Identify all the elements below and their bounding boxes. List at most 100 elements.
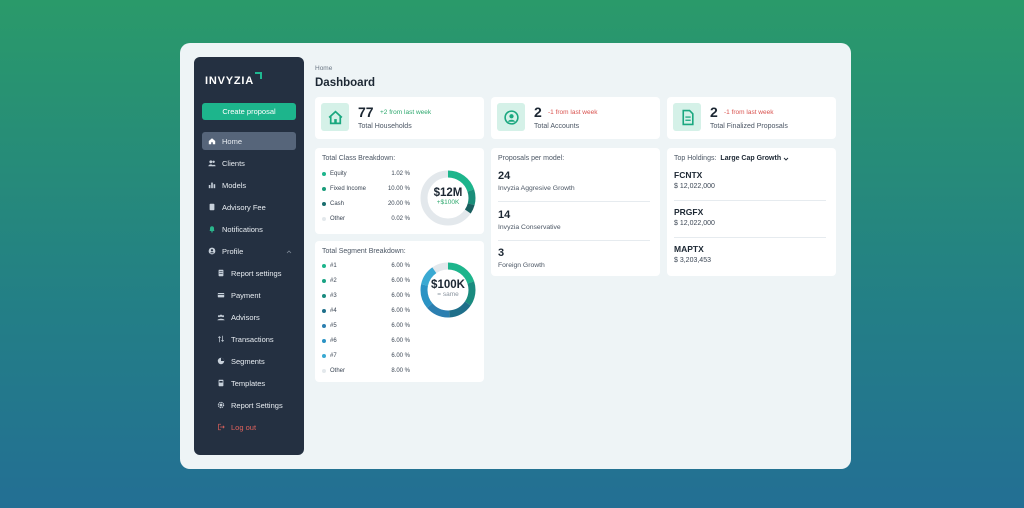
sidebar-item-notifications[interactable]: Notifications xyxy=(202,220,296,238)
template-icon xyxy=(216,379,226,387)
holding-value: $ 12,022,000 xyxy=(674,220,715,227)
section-title: Proposals per model: xyxy=(498,155,565,162)
legend-dot xyxy=(322,279,326,283)
sidebar-item-report-settings-2[interactable]: Report Settings xyxy=(202,396,296,414)
legend-dot xyxy=(322,172,326,176)
legend-label: #4 xyxy=(330,308,337,314)
proposal-item[interactable]: 24 Invyzia Aggresive Growth xyxy=(498,170,650,192)
logout-icon xyxy=(216,423,226,431)
legend-value: 6.00 % xyxy=(391,338,410,344)
legend-label: #6 xyxy=(330,338,337,344)
chevron-up-icon xyxy=(286,248,292,254)
sidebar-item-label: Home xyxy=(222,136,243,146)
sidebar: INVYZIA Create proposal Home Clients Mod… xyxy=(194,57,304,455)
holding-value: $ 12,022,000 xyxy=(674,183,715,190)
holdings-card: Top Holdings: Large Cap Growth FCNTX $ 1… xyxy=(667,148,836,276)
holdings-category-select[interactable]: Large Cap Growth xyxy=(720,155,782,162)
legend-value: 20.00 % xyxy=(387,201,410,207)
sidebar-item-clients[interactable]: Clients xyxy=(202,154,296,172)
legend-dot xyxy=(322,309,326,313)
sidebar-item-label: Report settings xyxy=(231,268,282,278)
legend-dot xyxy=(322,264,326,268)
legend-value: 8.00 % xyxy=(391,368,410,374)
legend-value: 6.00 % xyxy=(391,293,410,299)
divider xyxy=(674,200,826,201)
sidebar-item-models[interactable]: Models xyxy=(202,176,296,194)
sidebar-item-segments[interactable]: Segments xyxy=(202,352,296,370)
sidebar-item-templates[interactable]: Templates xyxy=(202,374,296,392)
sidebar-item-report-settings[interactable]: Report settings xyxy=(202,264,296,282)
legend-row: Other 0.02 % xyxy=(322,216,410,222)
legend-value: 6.00 % xyxy=(391,353,410,359)
class-total: $12M xyxy=(433,187,463,199)
sidebar-item-payment[interactable]: Payment xyxy=(202,286,296,304)
sidebar-item-profile[interactable]: Profile xyxy=(202,242,296,260)
segment-donut-center: $100K = same xyxy=(419,279,477,298)
pie-icon xyxy=(216,357,226,365)
legend-row: #7 6.00 % xyxy=(322,353,410,359)
proposal-name: Foreign Growth xyxy=(498,262,545,269)
legend-row: Equity 1.02 % xyxy=(322,171,410,177)
card-icon xyxy=(216,291,226,299)
section-title: Total Class Breakdown: xyxy=(322,155,396,162)
holding-ticker: MAPTX xyxy=(674,244,704,254)
legend-dot xyxy=(322,294,326,298)
home-icon xyxy=(207,137,217,145)
bar-chart-icon xyxy=(207,181,217,189)
holdings-header: Top Holdings: Large Cap Growth xyxy=(674,155,789,162)
sidebar-item-transactions[interactable]: Transactions xyxy=(202,330,296,348)
holding-item[interactable]: FCNTX $ 12,022,000 xyxy=(674,170,715,190)
proposal-count: 3 xyxy=(498,247,505,259)
stat-delta: -1 from last week xyxy=(724,109,774,116)
create-proposal-button[interactable]: Create proposal xyxy=(202,103,296,120)
legend-label: #7 xyxy=(330,353,337,359)
legend-label: Cash xyxy=(330,201,345,207)
breadcrumb[interactable]: Home xyxy=(315,65,333,72)
house-icon xyxy=(321,103,349,131)
legend-value: 6.00 % xyxy=(391,323,410,329)
legend-value: 0.02 % xyxy=(391,216,410,222)
proposal-count: 24 xyxy=(498,170,511,182)
holding-item[interactable]: MAPTX $ 3,203,453 xyxy=(674,244,711,264)
sidebar-item-label: Advisors xyxy=(231,312,260,322)
class-donut-chart xyxy=(420,170,476,226)
legend-value: 1.02 % xyxy=(391,171,410,177)
class-breakdown-card: Total Class Breakdown: Equity 1.02 % Fixe… xyxy=(315,148,484,234)
logo-mark-icon xyxy=(255,72,262,79)
sidebar-item-advisors[interactable]: Advisors xyxy=(202,308,296,326)
section-title: Total Segment Breakdown: xyxy=(322,248,406,255)
class-donut-center: $12M +$100K xyxy=(419,187,477,206)
legend-row: #3 6.00 % xyxy=(322,293,410,299)
proposal-name: Invyzia Conservative xyxy=(498,224,561,231)
legend-value: 6.00 % xyxy=(391,278,410,284)
stat-card-households: 77 +2 from last week Total Households xyxy=(315,97,484,139)
user-circle-icon xyxy=(207,247,217,255)
legend-row: #1 6.00 % xyxy=(322,263,410,269)
stat-label: Total Accounts xyxy=(534,123,580,130)
class-change: +$100K xyxy=(436,199,460,206)
sidebar-item-label: Templates xyxy=(231,378,266,388)
sidebar-item-advisory-fee[interactable]: Advisory Fee xyxy=(202,198,296,216)
page-title: Dashboard xyxy=(315,77,376,89)
legend-label: Other xyxy=(330,368,346,374)
sidebar-item-logout[interactable]: Log out xyxy=(202,418,296,436)
legend-dot xyxy=(322,217,326,221)
divider xyxy=(498,240,650,241)
legend-dot xyxy=(322,202,326,206)
proposal-item[interactable]: 14 Invyzia Conservative xyxy=(498,209,650,231)
divider xyxy=(674,237,826,238)
sidebar-item-label: Log out xyxy=(231,422,257,432)
report-icon xyxy=(216,269,226,277)
legend-label: Other xyxy=(330,216,346,222)
sidebar-item-label: Notifications xyxy=(222,224,263,234)
legend-label: #1 xyxy=(330,263,337,269)
legend-dot xyxy=(322,324,326,328)
stat-delta: -1 from last week xyxy=(548,109,598,116)
holding-item[interactable]: PRGFX $ 12,022,000 xyxy=(674,207,715,227)
proposal-item[interactable]: 3 Foreign Growth xyxy=(498,247,650,269)
holding-ticker: FCNTX xyxy=(674,170,703,180)
segment-total: $100K xyxy=(431,279,465,291)
chevron-down-icon[interactable] xyxy=(783,156,789,162)
proposal-count: 14 xyxy=(498,209,511,221)
sidebar-item-home[interactable]: Home xyxy=(202,132,296,150)
